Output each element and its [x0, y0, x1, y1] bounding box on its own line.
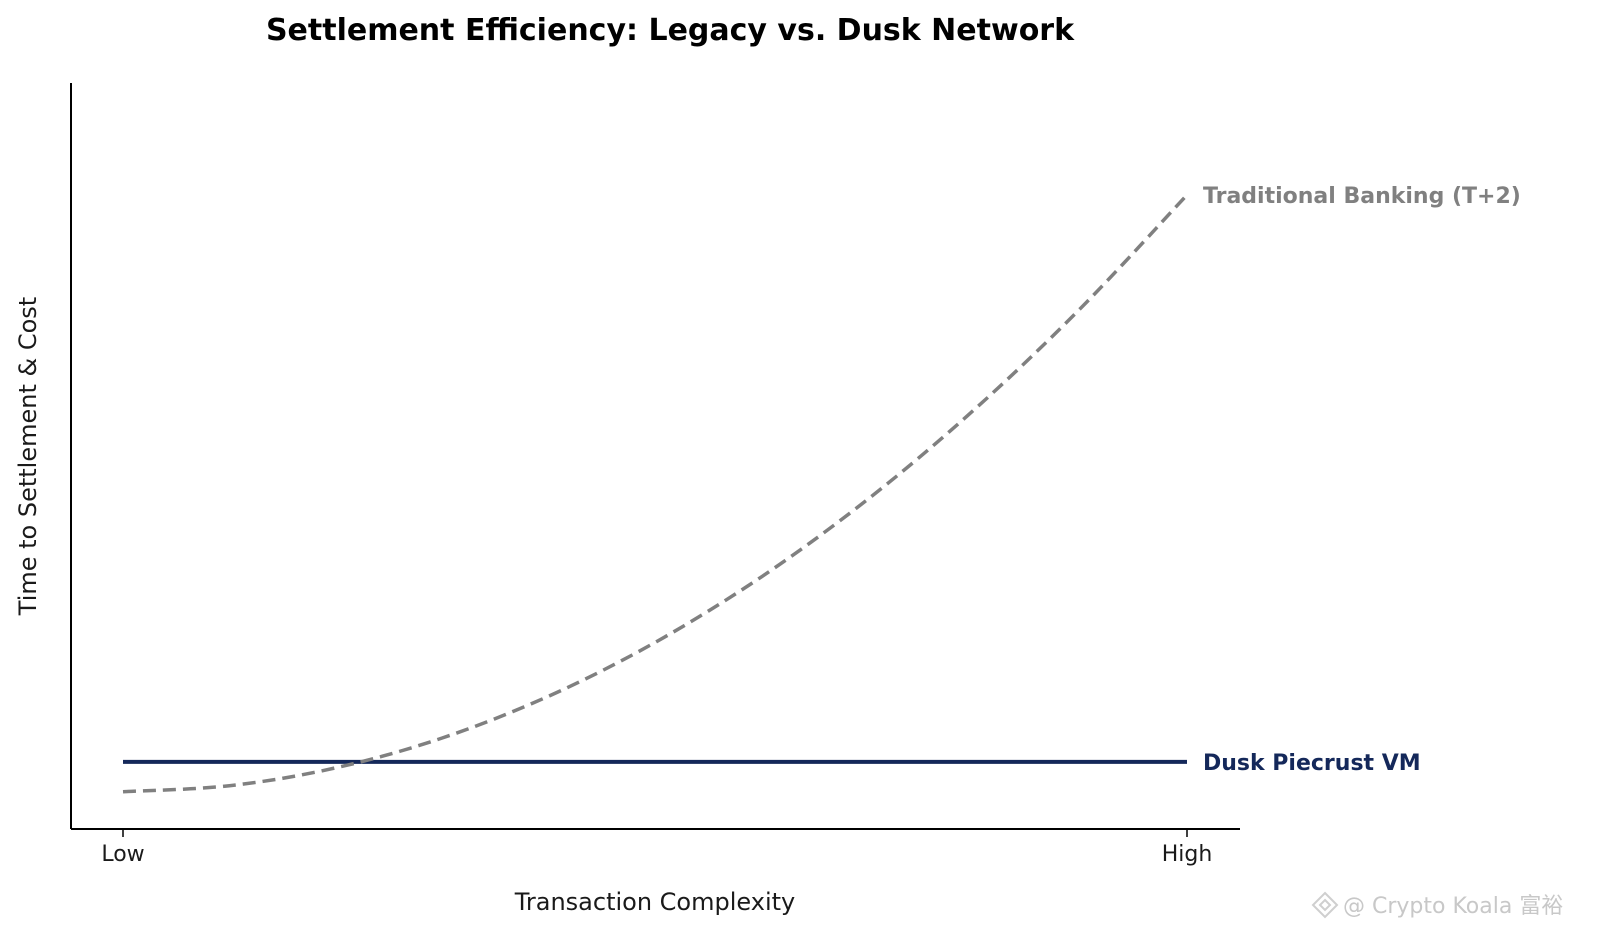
binance-logo-icon — [1311, 891, 1339, 919]
series-label-dusk-piecrust-vm: Dusk Piecrust VM — [1203, 751, 1421, 776]
y-axis-label: Time to Settlement & Cost — [14, 297, 42, 616]
x-axis-label: Transaction Complexity — [514, 888, 795, 916]
watermark: @ Crypto Koala 富裕 — [1311, 891, 1563, 919]
axes — [70, 83, 1240, 830]
chart-title: Settlement Efficiency: Legacy vs. Dusk N… — [266, 13, 1075, 48]
series-layer: Dusk Piecrust VM Traditional Banking (T+2… — [122, 184, 1521, 794]
series-label-traditional-banking-t-2: Traditional Banking (T+2) — [1203, 184, 1521, 209]
series-line-traditional-banking-t-2 — [122, 193, 1189, 794]
watermark-text: @ Crypto Koala 富裕 — [1343, 894, 1563, 919]
x-ticks: Low High — [101, 829, 1212, 867]
x-tick-label-low: Low — [101, 842, 144, 867]
x-tick-label-high: High — [1162, 842, 1213, 867]
